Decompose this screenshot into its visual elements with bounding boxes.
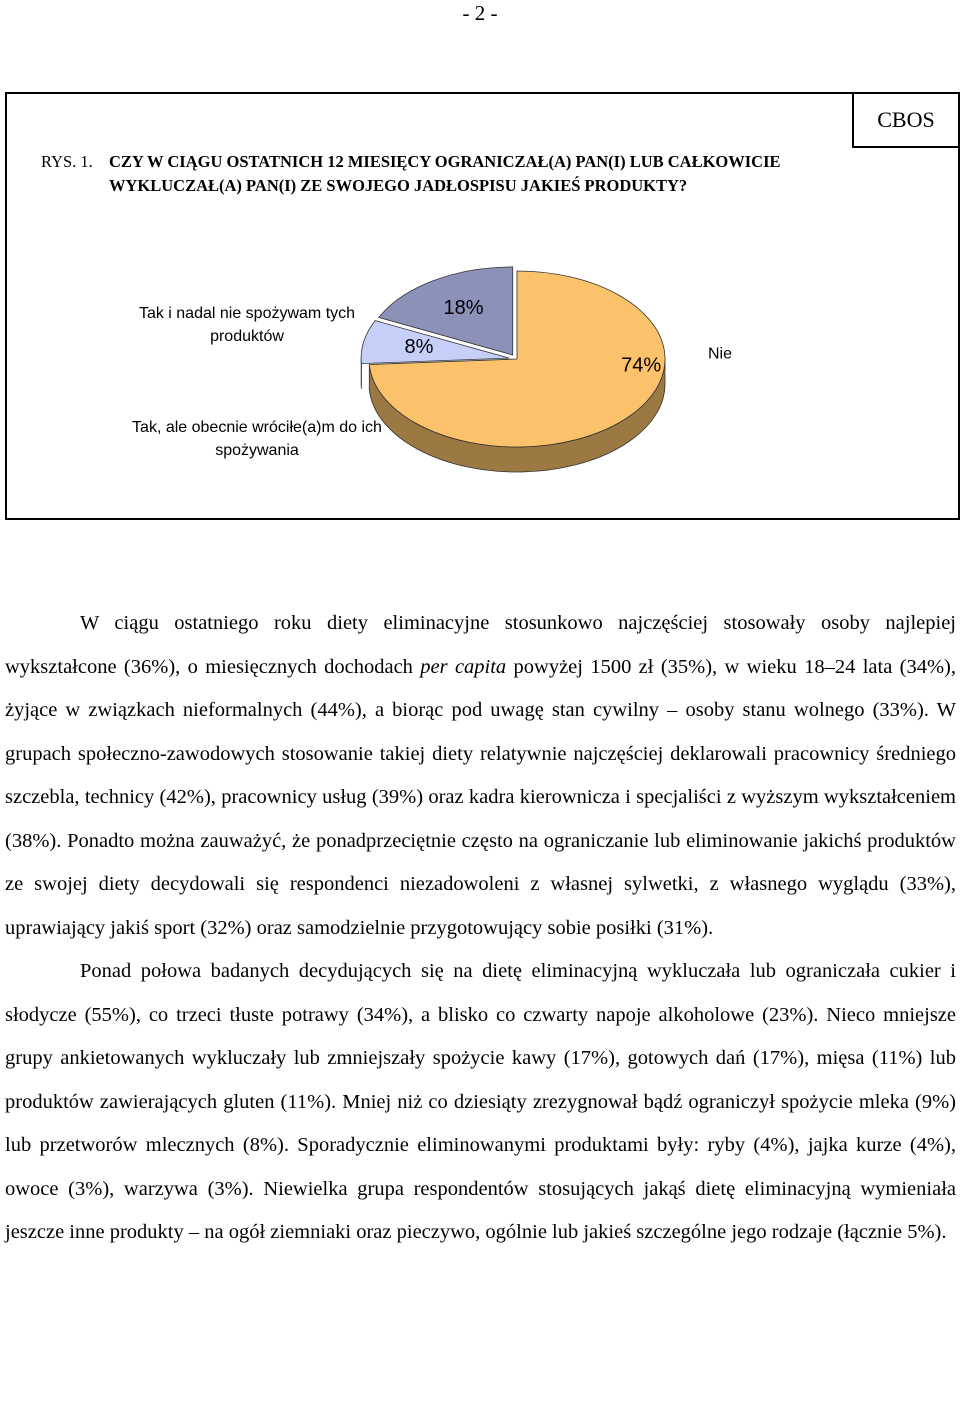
category-label: Nie — [707, 345, 733, 363]
figure-label: RYS. 1. — [41, 152, 93, 171]
category-label: Tak i nadal nie spożywam tych produktów — [138, 305, 356, 345]
text-run: Ponad połowa badanych decydujących się n… — [5, 960, 956, 1243]
figure-source: CBOS — [852, 92, 960, 148]
figure-caption: RYS. 1. CZY W CIĄGU OSTATNICH 12 MIESIĘC… — [41, 150, 881, 198]
text-run: powyżej 1500 zł (35%), w wieku 18–24 lat… — [5, 655, 956, 939]
pie-chart: 74% 8% 18% — [360, 266, 666, 473]
value-label: 8% — [405, 336, 434, 358]
paragraph: Ponad połowa badanych decydujących się n… — [5, 950, 956, 1255]
body-text: W ciągu ostatniego roku diety eliminacyj… — [5, 602, 956, 1255]
figure-box: 74% 8% 18% CBOS RYS. 1. CZY W CIĄGU OSTATN… — [5, 92, 960, 520]
category-label: Tak, ale obecnie wróciłe(a)m do ich spoż… — [132, 419, 382, 459]
figure-title: CZY W CIĄGU OSTATNICH 12 MIESIĘCY OGRANI… — [109, 152, 781, 195]
paragraph: W ciągu ostatniego roku diety eliminacyj… — [5, 602, 956, 950]
slice — [360, 320, 510, 365]
slice — [368, 270, 666, 448]
text-run-italic: per capita — [420, 655, 507, 678]
text-run: W ciągu ostatniego roku diety eliminacyj… — [5, 612, 956, 678]
slice — [378, 266, 514, 356]
value-label: 18% — [444, 297, 484, 319]
value-label: 74% — [621, 354, 661, 376]
page-number: - 2 - — [462, 1, 498, 25]
